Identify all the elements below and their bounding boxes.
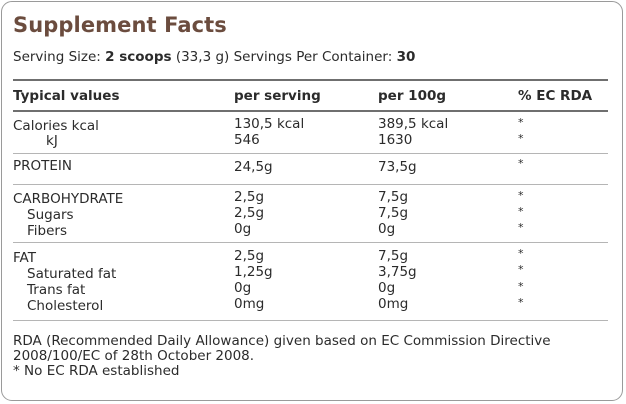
row-label-fat: FAT bbox=[13, 250, 36, 266]
cell-cholesterol-rda: * bbox=[518, 296, 524, 309]
footnote: RDA (Recommended Daily Allowance) given … bbox=[13, 334, 613, 379]
footnote-no-rda-note: * No EC RDA established bbox=[13, 363, 180, 379]
cell-fibers-per-100g: 0g bbox=[378, 221, 396, 237]
group-divider bbox=[13, 153, 608, 154]
cell-protein-rda: * bbox=[518, 157, 524, 170]
cell-trans-fat-rda: * bbox=[518, 280, 524, 293]
serving-size-label: Serving Size: bbox=[13, 49, 101, 65]
cell-calories-kj-rda: * bbox=[518, 132, 524, 145]
row-label-trans-fat: Trans fat bbox=[27, 282, 86, 298]
row-label-calories-kj: kJ bbox=[46, 133, 58, 149]
footnote-rda-line-2: 2008/100/EC of 28th October 2008. bbox=[13, 348, 255, 364]
cell-sugars-per-serving: 2,5g bbox=[234, 205, 265, 221]
serving-size-weight: (33,3 g) bbox=[175, 49, 230, 65]
servings-per-container-value: 30 bbox=[396, 49, 416, 65]
row-label-fibers: Fibers bbox=[27, 223, 67, 239]
page-title: Supplement Facts bbox=[13, 13, 227, 37]
cell-protein-per-100g: 73,5g bbox=[378, 159, 417, 175]
cell-cholesterol-per-serving: 0mg bbox=[234, 296, 265, 312]
column-header-ec-rda: % EC RDA bbox=[518, 88, 593, 104]
cell-fibers-per-serving: 0g bbox=[234, 221, 252, 237]
cell-cholesterol-per-100g: 0mg bbox=[378, 296, 409, 312]
column-header-per-100g: per 100g bbox=[378, 88, 447, 104]
cell-carbohydrate-per-serving: 2,5g bbox=[234, 189, 265, 205]
row-label-calories-kcal: Calories kcal bbox=[13, 118, 99, 134]
cell-trans-fat-per-serving: 0g bbox=[234, 280, 252, 296]
footnote-rda-line-1: RDA (Recommended Daily Allowance) given … bbox=[13, 333, 551, 349]
cell-fat-rda: * bbox=[518, 247, 524, 260]
cell-calories-kcal-per-serving: 130,5 kcal bbox=[234, 116, 305, 132]
cell-saturated-fat-per-100g: 3,75g bbox=[378, 264, 417, 280]
cell-fat-per-100g: 7,5g bbox=[378, 248, 409, 264]
row-label-saturated-fat: Saturated fat bbox=[27, 266, 117, 282]
cell-fat-per-serving: 2,5g bbox=[234, 248, 265, 264]
row-label-sugars: Sugars bbox=[27, 207, 74, 223]
header-top-rule bbox=[13, 79, 608, 81]
column-header-typical-values: Typical values bbox=[13, 88, 120, 104]
cell-sugars-rda: * bbox=[518, 205, 524, 218]
header-bottom-rule bbox=[13, 110, 608, 112]
footnote-divider bbox=[13, 320, 608, 321]
cell-protein-per-serving: 24,5g bbox=[234, 159, 273, 175]
column-header-per-serving: per serving bbox=[234, 88, 321, 104]
row-label-protein: PROTEIN bbox=[13, 158, 73, 174]
cell-sugars-per-100g: 7,5g bbox=[378, 205, 409, 221]
cell-calories-kcal-rda: * bbox=[518, 116, 524, 129]
serving-info: Serving Size: 2 scoops (33,3 g) Servings… bbox=[13, 49, 415, 65]
cell-calories-kcal-per-100g: 389,5 kcal bbox=[378, 116, 449, 132]
row-label-carbohydrate: CARBOHYDRATE bbox=[13, 191, 124, 207]
row-label-cholesterol: Cholesterol bbox=[27, 298, 104, 314]
group-divider bbox=[13, 242, 608, 243]
cell-calories-kj-per-100g: 1630 bbox=[378, 132, 413, 148]
serving-size-value: 2 scoops bbox=[105, 49, 172, 65]
cell-saturated-fat-per-serving: 1,25g bbox=[234, 264, 273, 280]
cell-carbohydrate-per-100g: 7,5g bbox=[378, 189, 409, 205]
cell-fibers-rda: * bbox=[518, 221, 524, 234]
cell-calories-kj-per-serving: 546 bbox=[234, 132, 260, 148]
cell-saturated-fat-rda: * bbox=[518, 263, 524, 276]
cell-carbohydrate-rda: * bbox=[518, 189, 524, 202]
servings-per-container-label: Servings Per Container: bbox=[233, 49, 393, 65]
group-divider bbox=[13, 184, 608, 185]
cell-trans-fat-per-100g: 0g bbox=[378, 280, 396, 296]
